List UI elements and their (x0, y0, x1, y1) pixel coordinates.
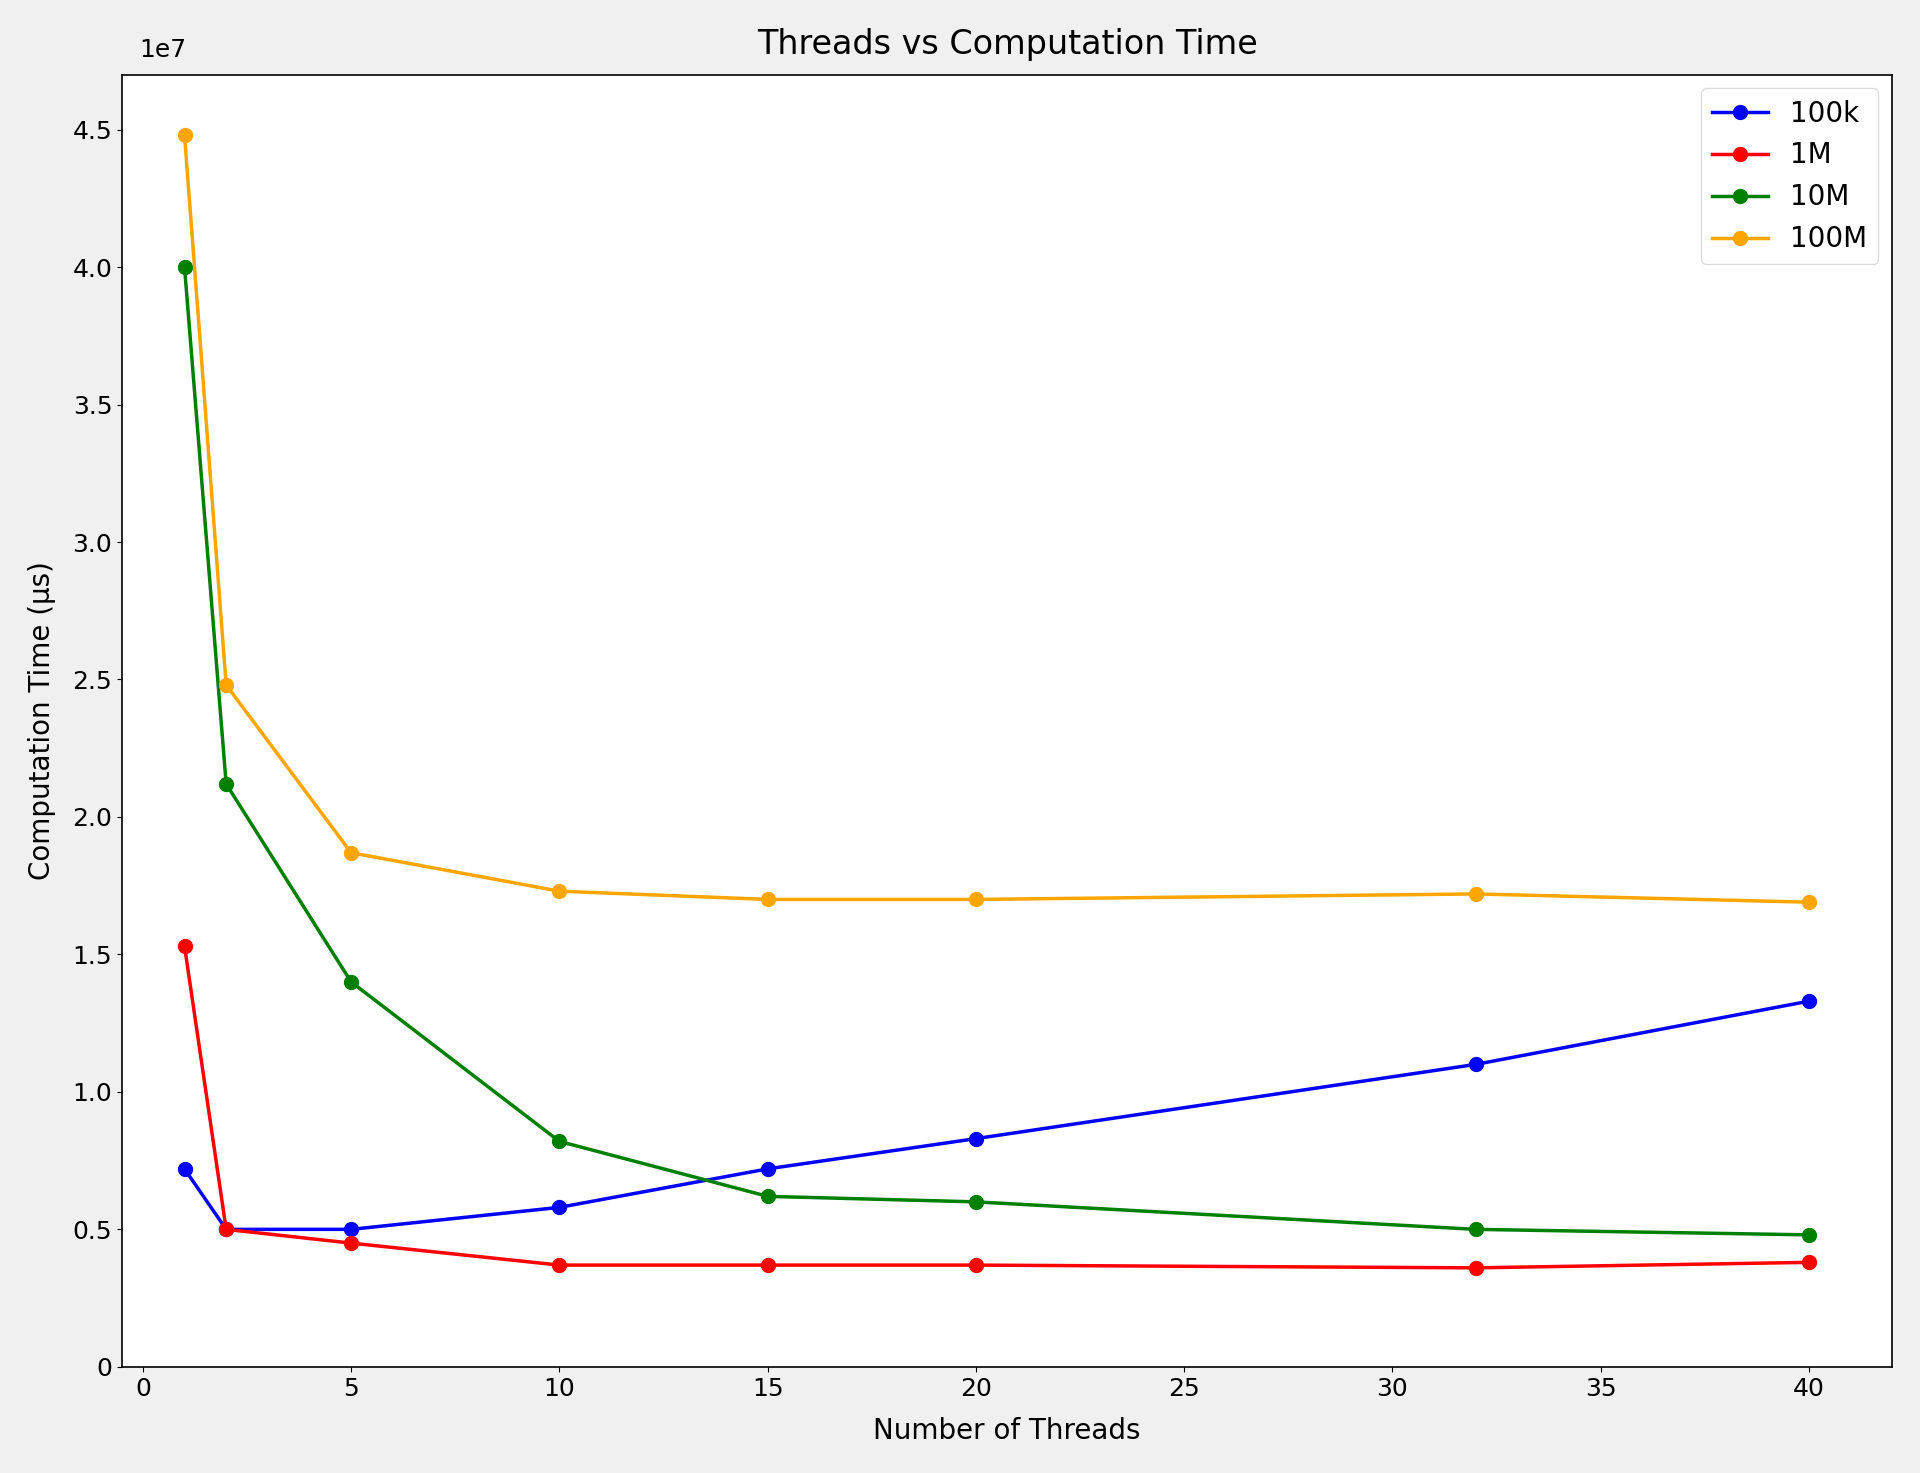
100k (756, 1161, 780, 1178)
10M (173, 258, 196, 275)
Text: 1e7: 1e7 (140, 38, 186, 62)
100M (173, 127, 196, 144)
Line: 10M: 10M (177, 261, 1816, 1242)
1M (340, 1234, 363, 1252)
100k (340, 1221, 363, 1239)
100M (340, 844, 363, 862)
100k (964, 1130, 987, 1147)
1M (1465, 1259, 1488, 1277)
Legend: 100k, 1M, 10M, 100M: 100k, 1M, 10M, 100M (1701, 88, 1878, 264)
1M (964, 1256, 987, 1274)
10M (756, 1187, 780, 1205)
100M (1797, 893, 1820, 910)
10M (215, 775, 238, 792)
100M (547, 882, 570, 900)
100k (1465, 1056, 1488, 1074)
100k (1797, 993, 1820, 1010)
100M (964, 891, 987, 909)
100k (173, 1161, 196, 1178)
100k (215, 1221, 238, 1239)
Title: Threads vs Computation Time: Threads vs Computation Time (756, 28, 1258, 60)
Line: 1M: 1M (177, 940, 1816, 1274)
1M (756, 1256, 780, 1274)
10M (1465, 1221, 1488, 1239)
1M (547, 1256, 570, 1274)
Line: 100k: 100k (177, 994, 1816, 1236)
100M (215, 676, 238, 694)
Line: 100M: 100M (177, 128, 1816, 909)
100k (547, 1199, 570, 1217)
10M (340, 974, 363, 991)
10M (547, 1133, 570, 1150)
X-axis label: Number of Threads: Number of Threads (874, 1417, 1140, 1445)
100M (756, 891, 780, 909)
1M (215, 1221, 238, 1239)
100M (1465, 885, 1488, 903)
Y-axis label: Computation Time (μs): Computation Time (μs) (27, 561, 56, 881)
1M (1797, 1254, 1820, 1271)
1M (173, 937, 196, 955)
10M (1797, 1226, 1820, 1243)
10M (964, 1193, 987, 1211)
